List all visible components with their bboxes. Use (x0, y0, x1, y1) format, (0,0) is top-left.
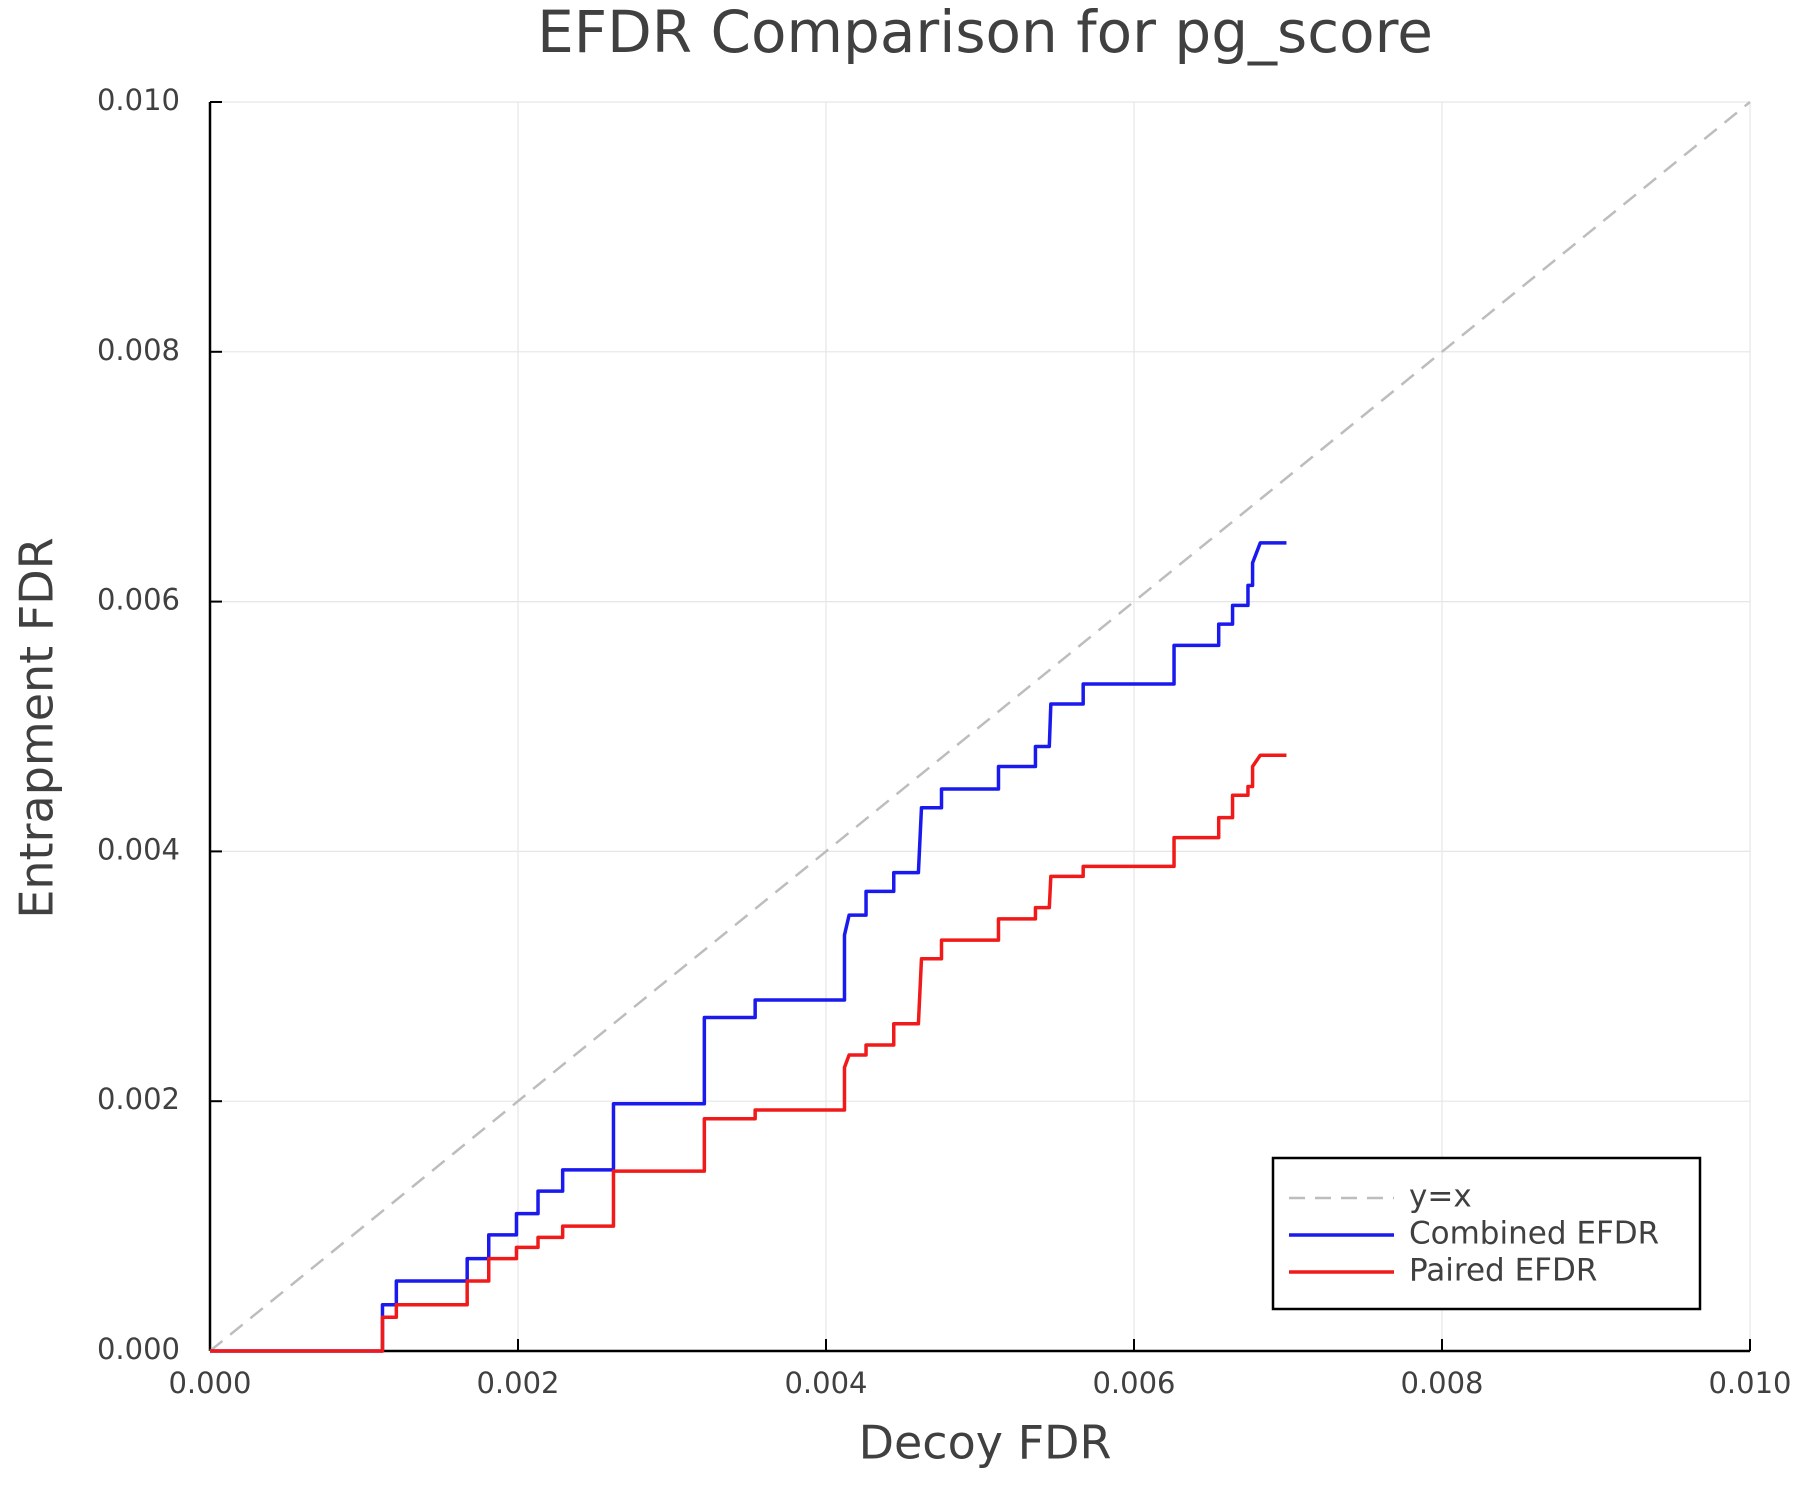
x-axis-label: Decoy FDR (859, 1416, 1112, 1470)
y-tick-label: 0.004 (97, 832, 180, 866)
x-tick-label: 0.006 (1092, 1366, 1175, 1400)
legend-label: Paired EFDR (1409, 1253, 1597, 1289)
y-tick-label: 0.006 (97, 583, 180, 617)
y-tick-label: 0.008 (97, 333, 180, 367)
series-line (210, 541, 1287, 1353)
x-tick-label: 0.010 (1708, 1366, 1791, 1400)
y-tick-label: 0.002 (97, 1082, 180, 1116)
y-tick-label: 0.000 (97, 1332, 180, 1366)
x-tick-label: 0.002 (476, 1366, 559, 1400)
x-tick-label: 0.004 (784, 1366, 867, 1400)
series-line (209, 101, 1751, 1352)
y-tick-label: 0.010 (97, 83, 180, 117)
legend-label: Combined EFDR (1409, 1216, 1659, 1252)
y-axis-label: Entrapment FDR (10, 537, 64, 918)
legend-label: y=x (1409, 1179, 1472, 1215)
series-line (210, 753, 1287, 1353)
x-tick-label: 0.008 (1400, 1366, 1483, 1400)
chart-title: EFDR Comparison for pg_score (537, 0, 1433, 66)
x-tick-label: 0.000 (168, 1366, 251, 1400)
